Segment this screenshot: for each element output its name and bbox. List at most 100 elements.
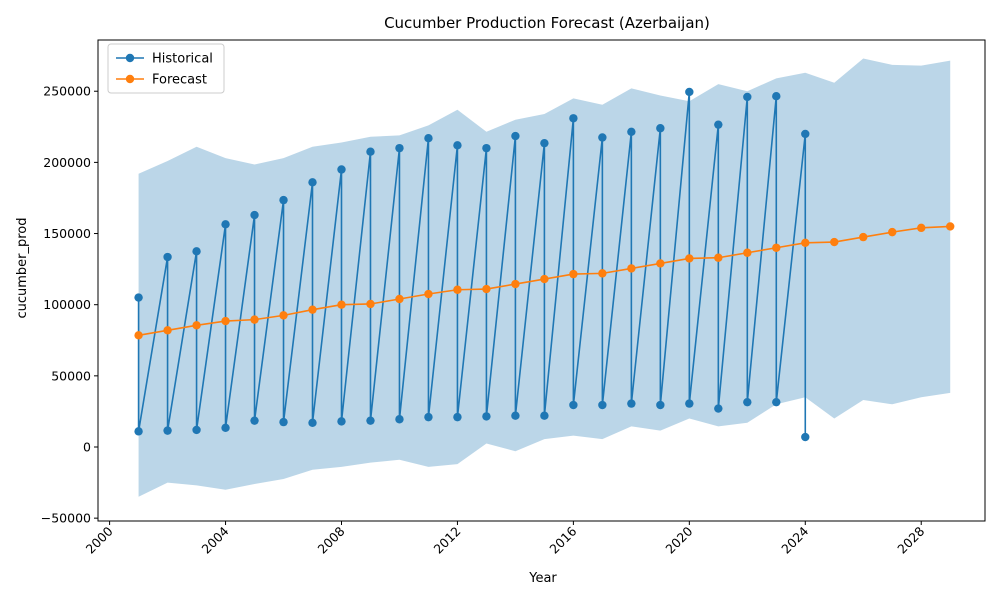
data-point-forecast bbox=[801, 238, 810, 247]
data-point-forecast bbox=[743, 248, 752, 257]
chart-title: Cucumber Production Forecast (Azerbaijan… bbox=[384, 14, 710, 32]
data-point-historical bbox=[743, 92, 752, 102]
data-point-historical bbox=[714, 404, 723, 413]
data-point-forecast bbox=[888, 227, 897, 237]
data-point-forecast bbox=[917, 223, 926, 233]
data-point-forecast bbox=[511, 279, 520, 289]
data-point-forecast bbox=[395, 294, 404, 304]
data-point-historical bbox=[569, 400, 578, 410]
data-point-historical bbox=[134, 427, 143, 436]
data-point-historical bbox=[772, 397, 781, 407]
data-point-historical bbox=[743, 397, 752, 407]
legend-label-historical: Historical bbox=[152, 52, 213, 67]
data-point-historical bbox=[685, 87, 694, 97]
data-point-historical bbox=[279, 417, 288, 427]
data-point-historical bbox=[250, 416, 259, 425]
x-tick-label: 2028 bbox=[894, 523, 927, 556]
data-point-historical bbox=[221, 423, 230, 432]
x-tick-label: 2016 bbox=[546, 523, 579, 556]
data-point-historical bbox=[685, 399, 694, 408]
x-tick-label: 2004 bbox=[199, 523, 232, 556]
data-point-forecast bbox=[714, 253, 723, 262]
y-axis-title: cucumber_prod bbox=[15, 217, 30, 318]
data-point-historical bbox=[801, 129, 810, 139]
data-point-historical bbox=[163, 426, 172, 435]
data-point-forecast bbox=[540, 274, 549, 284]
data-point-forecast bbox=[366, 299, 375, 309]
x-tick-label: 2000 bbox=[83, 523, 116, 556]
x-axis-title: Year bbox=[528, 571, 557, 586]
data-point-historical bbox=[308, 178, 317, 187]
data-point-historical bbox=[540, 411, 549, 420]
y-tick-label: 50000 bbox=[51, 368, 91, 383]
data-point-forecast bbox=[656, 259, 665, 268]
data-point-forecast bbox=[134, 331, 143, 340]
data-point-historical bbox=[627, 127, 636, 136]
x-tick-label: 2012 bbox=[430, 524, 463, 557]
data-point-historical bbox=[453, 141, 462, 150]
y-tick-label: 0 bbox=[83, 440, 91, 455]
data-point-forecast bbox=[685, 254, 694, 263]
data-point-forecast bbox=[192, 321, 201, 330]
legend: Historical Forecast bbox=[107, 43, 225, 94]
data-point-forecast bbox=[482, 284, 491, 294]
x-tick-label: 2008 bbox=[315, 523, 348, 556]
data-point-forecast bbox=[569, 269, 578, 279]
plot-frame bbox=[97, 39, 986, 522]
series-line-historical bbox=[137, 91, 807, 438]
data-point-forecast bbox=[221, 316, 230, 326]
data-point-historical bbox=[598, 133, 607, 142]
series-forecast bbox=[134, 222, 955, 340]
data-point-forecast bbox=[279, 311, 288, 320]
data-point-historical bbox=[714, 120, 723, 129]
data-point-historical bbox=[772, 92, 781, 101]
data-point-historical bbox=[192, 247, 201, 256]
data-point-historical bbox=[366, 416, 375, 425]
series-layer bbox=[134, 87, 955, 442]
data-point-forecast bbox=[250, 315, 259, 324]
legend-marker-historical bbox=[125, 53, 135, 63]
data-point-historical bbox=[482, 143, 491, 153]
data-point-forecast bbox=[772, 243, 781, 252]
y-tick-label: 150000 bbox=[43, 226, 91, 241]
y-tick-label: 200000 bbox=[43, 155, 91, 170]
legend-marker-forecast bbox=[125, 74, 135, 84]
data-point-historical bbox=[627, 399, 636, 408]
data-point-historical bbox=[482, 412, 491, 421]
data-point-historical bbox=[395, 143, 404, 153]
data-point-forecast bbox=[163, 326, 172, 335]
data-point-historical bbox=[250, 210, 259, 220]
data-point-forecast bbox=[627, 264, 636, 273]
data-point-historical bbox=[134, 293, 143, 302]
data-point-forecast bbox=[453, 285, 462, 294]
data-point-historical bbox=[511, 131, 520, 141]
data-point-historical bbox=[656, 400, 665, 410]
data-point-forecast bbox=[598, 269, 607, 278]
data-point-forecast bbox=[946, 222, 955, 231]
data-point-historical bbox=[424, 412, 433, 422]
x-tick-label: 2024 bbox=[778, 523, 811, 556]
legend-label-forecast: Forecast bbox=[152, 73, 207, 88]
x-tick-label: 2020 bbox=[662, 523, 695, 556]
data-point-historical bbox=[453, 412, 462, 422]
data-point-historical bbox=[337, 165, 346, 174]
data-point-historical bbox=[192, 425, 201, 435]
data-point-forecast bbox=[859, 232, 868, 242]
data-point-historical bbox=[337, 417, 346, 426]
data-point-historical bbox=[569, 114, 578, 123]
data-point-forecast bbox=[424, 289, 433, 299]
data-point-historical bbox=[279, 195, 288, 205]
legend-box bbox=[107, 43, 225, 94]
data-point-historical bbox=[395, 415, 404, 424]
data-point-forecast bbox=[337, 300, 346, 309]
data-point-historical bbox=[801, 432, 810, 442]
y-tick-label: −50000 bbox=[41, 511, 91, 526]
data-point-historical bbox=[424, 133, 433, 143]
data-point-historical bbox=[221, 220, 230, 229]
data-point-historical bbox=[511, 411, 520, 420]
data-point-historical bbox=[308, 418, 317, 428]
data-point-historical bbox=[540, 138, 549, 148]
series-historical bbox=[134, 87, 810, 442]
